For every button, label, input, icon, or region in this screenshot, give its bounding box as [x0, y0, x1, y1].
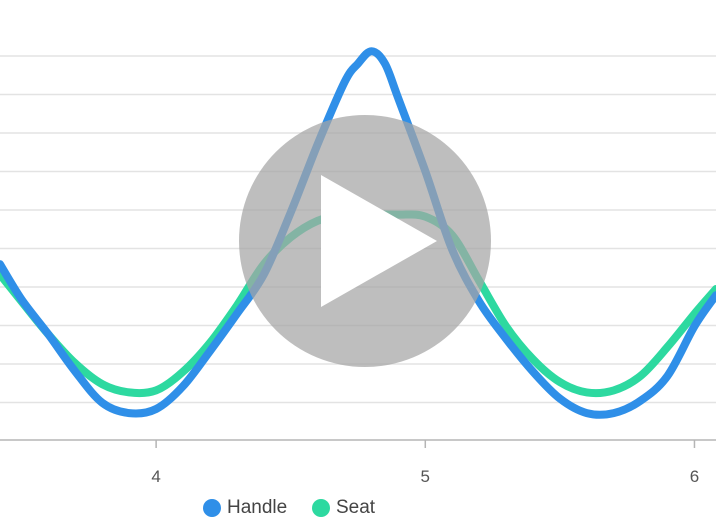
x-tick-label: 6 [690, 467, 699, 486]
series-line-handle [0, 47, 716, 419]
legend: Handle Seat [0, 494, 600, 522]
legend-marker-seat [312, 499, 330, 517]
x-tick-label: 4 [151, 467, 160, 486]
legend-label-handle: Handle [227, 497, 288, 518]
legend-item-seat[interactable]: Seat [312, 494, 375, 522]
x-axis: 4 5 6 [0, 439, 716, 486]
video-play-button[interactable] [239, 115, 491, 367]
x-tick-label: 5 [421, 467, 430, 486]
legend-label-seat: Seat [336, 497, 376, 518]
play-icon [321, 175, 437, 307]
legend-item-handle[interactable]: Handle [203, 494, 287, 522]
legend-marker-handle [203, 499, 221, 517]
